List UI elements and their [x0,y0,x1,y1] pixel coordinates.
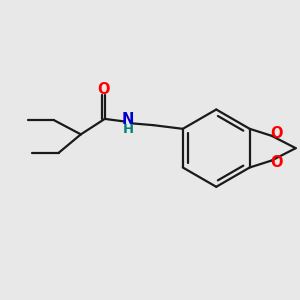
Text: H: H [123,123,134,136]
Text: O: O [270,127,283,142]
Text: N: N [122,112,134,127]
Text: O: O [270,155,283,170]
Text: O: O [98,82,110,97]
